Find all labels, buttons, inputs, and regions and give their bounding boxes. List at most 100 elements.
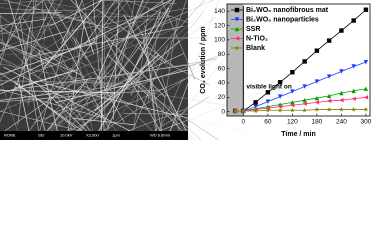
marker (351, 18, 356, 23)
legend-marker (234, 45, 240, 51)
x-tick-label: 300 (360, 119, 371, 126)
marker (277, 94, 283, 99)
marker (351, 88, 356, 94)
chart: 0 20 40 60 80 100 120 140 0 60 120 180 240 300 Time / … (200, 3, 372, 138)
fiber (64, 0, 149, 138)
fiber (0, 0, 45, 32)
marker (363, 86, 369, 91)
sem-info-bar (0, 131, 188, 140)
series-line (235, 88, 366, 112)
fiber (0, 0, 172, 86)
marker (326, 38, 332, 43)
marker (326, 93, 332, 99)
fiber (66, 40, 180, 140)
marker (290, 89, 295, 94)
fiber (38, 49, 60, 140)
fiber (151, 96, 210, 134)
fiber (0, 88, 102, 118)
x-tick-label: 240 (336, 119, 347, 126)
fiber (92, 0, 106, 140)
marker (326, 98, 332, 104)
figure: NONE SEI 10.0kV X2,000 1μm WD 6.6mm 0 20 4… (0, 0, 372, 140)
legend-marker (234, 7, 240, 13)
fiber (70, 0, 166, 98)
marker (302, 84, 307, 89)
fiber (81, 0, 116, 106)
fiber (115, 0, 172, 46)
marker (363, 59, 369, 65)
fibers (0, 0, 264, 140)
fiber (46, 22, 72, 80)
y-tick-label: 120 (214, 22, 225, 29)
marker (363, 106, 369, 112)
sem-info: X2,000 (86, 133, 99, 138)
legend-label: SSR (246, 26, 260, 33)
fiber (0, 90, 116, 94)
fiber (51, 0, 101, 100)
fiber (116, 61, 202, 140)
legend-marker (234, 36, 240, 41)
fiber (146, 47, 159, 140)
y-tick-label: 0 (221, 108, 225, 115)
fiber (22, 0, 123, 140)
fiber (47, 0, 88, 60)
fiber (44, 3, 109, 128)
marker (339, 98, 344, 103)
marker (253, 108, 259, 114)
y-tick-label: 40 (218, 80, 226, 87)
fiber (66, 15, 86, 140)
fiber (166, 0, 220, 140)
y-tick-label: 20 (218, 94, 226, 101)
fiber (17, 27, 30, 126)
y-tick-label: 80 (218, 51, 226, 58)
fiber (41, 11, 112, 30)
marker (277, 104, 283, 109)
plot-frame (226, 3, 371, 117)
fiber (133, 7, 149, 129)
sem-info: SEI (38, 133, 44, 138)
fiber (77, 75, 145, 122)
fiber (41, 0, 45, 41)
marker (253, 100, 258, 105)
fiber (42, 43, 125, 140)
marker (338, 106, 344, 112)
x-tick-label: 60 (264, 119, 272, 126)
fiber (43, 88, 85, 136)
fiber (0, 26, 86, 78)
fiber (30, 18, 180, 74)
fiber (30, 0, 150, 20)
marker (265, 99, 271, 104)
marker (302, 107, 308, 113)
fiber (2, 0, 93, 24)
marker (232, 108, 238, 114)
fiber (33, 15, 171, 18)
y-tick-label: 60 (218, 65, 226, 72)
marker (326, 74, 332, 79)
x-tick-label: 180 (311, 119, 322, 126)
fiber (114, 0, 175, 80)
fiber (0, 0, 63, 4)
marker (302, 98, 307, 103)
fiber (58, 54, 126, 126)
fiber (94, 54, 160, 112)
marker (302, 59, 307, 64)
marker (339, 28, 344, 33)
fiber (0, 79, 78, 135)
fiber (81, 84, 151, 112)
marker (351, 96, 356, 101)
fiber (0, 72, 83, 131)
legend-marker (234, 26, 240, 32)
fiber (28, 0, 95, 37)
marker (290, 100, 295, 105)
fiber (60, 58, 217, 87)
x-axis-label: Time / min (281, 131, 316, 138)
fiber (161, 74, 181, 134)
fiber (93, 0, 177, 4)
marker (339, 90, 344, 96)
x-tick-label: 0 (242, 119, 246, 126)
fiber (61, 0, 83, 44)
marker (289, 107, 295, 113)
marker (314, 79, 320, 84)
marker (302, 101, 307, 106)
fiber (106, 53, 192, 140)
